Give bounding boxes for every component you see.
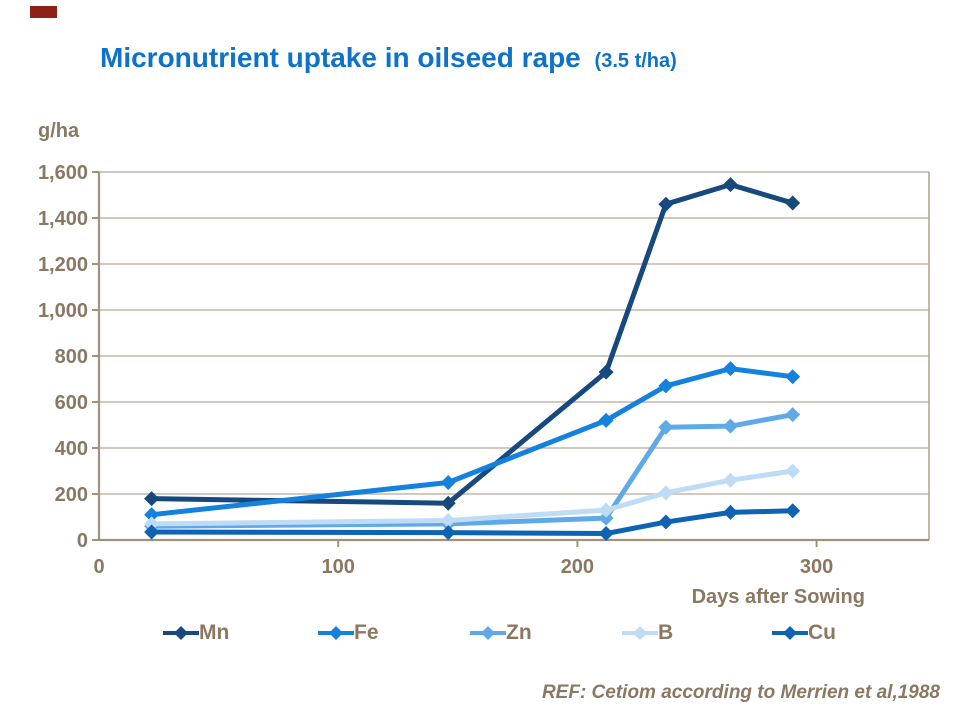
data-point-fe <box>658 378 674 394</box>
chart-title-main: Micronutrient uptake in oilseed rape <box>100 42 581 73</box>
data-point-b <box>722 472 738 488</box>
reference-text: REF: Cetiom according to Merrien et al,1… <box>541 682 940 703</box>
x-tick-label: 300 <box>800 556 833 578</box>
data-point-mn <box>785 195 801 211</box>
series-line-cu <box>149 508 796 537</box>
data-point-zn <box>722 418 738 434</box>
legend-marker-zn-icon <box>470 626 506 640</box>
y-tick-label: 1,600 <box>38 162 88 184</box>
data-point-cu <box>785 503 801 519</box>
series-line-zn <box>149 412 796 529</box>
y-tick-label: 600 <box>55 392 88 414</box>
y-tick-label: 1,000 <box>38 300 88 322</box>
data-point-mn <box>598 364 614 380</box>
data-point-mn <box>722 177 738 193</box>
y-tick-label: 1,400 <box>38 208 88 230</box>
legend-marker-fe-icon <box>318 626 354 640</box>
data-point-zn <box>598 510 614 526</box>
chart-legend: Mn Fe Zn B Cu <box>0 620 960 650</box>
data-point-fe <box>144 507 160 523</box>
y-tick-label: 200 <box>55 484 88 506</box>
data-point-zn <box>785 407 801 423</box>
x-axis-title: Days after Sowing <box>691 586 865 608</box>
data-point-fe <box>722 361 738 377</box>
data-point-mn <box>144 491 160 507</box>
legend-marker-cu-icon <box>772 626 808 640</box>
series-line-mn <box>149 182 796 506</box>
x-tick-label: 200 <box>561 556 594 578</box>
data-point-cu <box>722 504 738 520</box>
data-point-mn <box>440 495 456 511</box>
data-point-fe <box>440 475 456 490</box>
data-point-b <box>658 485 674 501</box>
legend-label-mn: Mn <box>199 621 230 644</box>
data-point-cu <box>144 524 160 540</box>
y-axis-unit-label: g/ha <box>38 120 80 142</box>
legend-item-zn: Zn <box>470 620 532 646</box>
x-tick-label: 100 <box>322 556 355 578</box>
legend-label-cu: Cu <box>808 621 836 644</box>
data-point-b <box>785 463 801 479</box>
legend-item-fe: Fe <box>318 620 379 646</box>
legend-label-b: Zn <box>506 621 532 644</box>
data-point-b <box>144 516 160 532</box>
y-tick-label: 0 <box>77 530 88 552</box>
y-tick-label: 800 <box>55 346 88 368</box>
data-point-fe <box>785 369 801 385</box>
legend-marker-b-icon <box>622 626 658 640</box>
data-point-fe <box>598 412 614 428</box>
y-tick-label: 400 <box>55 438 88 460</box>
legend-label-fe: Fe <box>354 621 379 644</box>
legend-item-cu: Cu <box>772 620 836 646</box>
y-tick-label: 1,200 <box>38 254 88 276</box>
data-point-b <box>440 512 456 528</box>
slide-accent-bar <box>30 6 57 18</box>
chart-title-suffix: (3.5 t/ha) <box>594 50 677 72</box>
data-point-zn <box>658 419 674 435</box>
legend-item-b: B <box>622 620 673 646</box>
legend-label-b: B <box>658 621 674 644</box>
data-point-cu <box>440 525 456 541</box>
legend-item-mn: Mn <box>163 620 229 646</box>
data-point-mn <box>658 196 674 212</box>
chart-title: Micronutrient uptake in oilseed rape (3.… <box>100 42 920 74</box>
data-point-b <box>598 502 614 518</box>
series-line-b <box>149 468 796 527</box>
data-point-cu <box>658 514 674 530</box>
legend-marker-mn-icon <box>163 626 199 640</box>
series-line-fe <box>149 366 796 518</box>
x-tick-label: 0 <box>93 556 104 578</box>
data-point-cu <box>598 526 614 542</box>
